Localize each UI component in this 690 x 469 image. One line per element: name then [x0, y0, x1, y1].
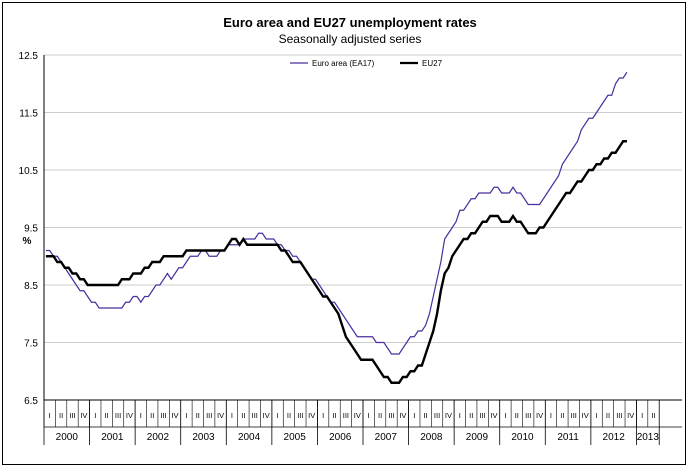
x-tick-label-quarter: I: [185, 411, 187, 420]
series-line-eu27: [45, 140, 627, 384]
x-tick-label-quarter: IV: [308, 411, 315, 420]
x-tick-label-quarter: I: [596, 411, 598, 420]
x-tick-label-year: 2000: [56, 432, 79, 443]
x-tick-label-quarter: II: [515, 411, 519, 420]
x-tick-label-year: 2002: [147, 432, 170, 443]
x-tick-label-year: 2006: [329, 432, 352, 443]
x-tick-label-quarter: III: [252, 411, 258, 420]
y-tick-label: 9.5: [24, 224, 38, 235]
chart-frame: [2, 2, 686, 465]
x-tick-label-quarter: I: [550, 411, 552, 420]
y-tick-label: 12.5: [19, 51, 39, 62]
x-tick-label-quarter: IV: [490, 411, 497, 420]
x-tick-label-quarter: III: [525, 411, 531, 420]
x-tick-label-quarter: IV: [80, 411, 87, 420]
x-tick-label-quarter: III: [206, 411, 212, 420]
x-axis: I II III IV I II III IV I II III IV I II III IV I II III IV…: [43, 399, 682, 445]
x-tick-label-quarter: II: [241, 411, 245, 420]
x-tick-label-quarter: I: [368, 411, 370, 420]
x-tick-label-quarter: III: [616, 411, 622, 420]
x-tick-label-quarter: I: [94, 411, 96, 420]
x-tick-label-year: 2011: [557, 432, 579, 443]
y-tick-label: 11.5: [19, 109, 38, 120]
x-tick-label-year: 2005: [284, 432, 307, 443]
x-tick-label-quarter: III: [297, 411, 303, 420]
x-tick-label-quarter: I: [277, 411, 279, 420]
x-tick-label-quarter: II: [378, 411, 382, 420]
gridlines: [43, 54, 682, 401]
x-tick-label-quarter: IV: [445, 411, 452, 420]
x-tick-label-quarter: III: [388, 411, 394, 420]
x-tick-label-quarter: I: [459, 411, 461, 420]
x-tick-label-quarter: I: [140, 411, 142, 420]
legend-label-ea17: Euro area (EA17): [312, 59, 375, 68]
y-axis-ticks: 12.5 11.5 10.5 9.5 8.5 7.5 6.5: [19, 51, 39, 407]
x-tick-label-quarter: I: [49, 411, 51, 420]
x-tick-label-quarter: IV: [536, 411, 543, 420]
x-tick-label-quarter: II: [651, 411, 655, 420]
x-tick-label-quarter: III: [160, 411, 166, 420]
x-tick-label-quarter: II: [59, 411, 63, 420]
x-tick-label-quarter: II: [606, 411, 610, 420]
x-tick-label-quarter: III: [479, 411, 485, 420]
x-tick-label-quarter: I: [322, 411, 324, 420]
x-tick-label-quarter: I: [504, 411, 506, 420]
y-unit-label: %: [23, 236, 32, 247]
x-tick-label-quarter: II: [424, 411, 428, 420]
x-tick-label-quarter: IV: [217, 411, 224, 420]
x-tick-label-quarter: IV: [263, 411, 270, 420]
legend: Euro area (EA17) EU27: [290, 59, 443, 68]
x-tick-label-year: 2007: [375, 432, 398, 443]
y-tick-label: 8.5: [24, 281, 38, 292]
x-tick-label-year: 2012: [603, 432, 626, 443]
legend-label-eu27: EU27: [422, 59, 443, 68]
x-tick-label-quarter: I: [231, 411, 233, 420]
x-tick-label-year: 2003: [192, 432, 215, 443]
series-lines: [45, 71, 628, 384]
x-tick-label-quarter: IV: [171, 411, 178, 420]
x-tick-label-quarter: III: [434, 411, 440, 420]
x-tick-label-quarter: II: [332, 411, 336, 420]
x-tick-label-quarter: IV: [354, 411, 361, 420]
x-tick-label-quarter: IV: [582, 411, 589, 420]
x-tick-label-year: 2001: [101, 432, 124, 443]
x-tick-label-quarter: II: [105, 411, 109, 420]
chart-subtitle: Seasonally adjusted series: [279, 32, 422, 46]
chart-title: Euro area and EU27 unemployment rates: [223, 15, 477, 30]
y-tick-label: 10.5: [19, 166, 39, 177]
x-tick-label-quarter: III: [115, 411, 121, 420]
x-tick-label-quarter: I: [413, 411, 415, 420]
series-line-ea17: [45, 71, 628, 355]
x-tick-label-quarter: III: [343, 411, 349, 420]
x-tick-label-year: 2010: [511, 432, 534, 443]
x-tick-label-quarter: IV: [126, 411, 133, 420]
x-tick-label-quarter: II: [196, 411, 200, 420]
x-tick-label-quarter: II: [287, 411, 291, 420]
x-tick-label-quarter: IV: [627, 411, 634, 420]
x-tick-label-quarter: III: [571, 411, 577, 420]
x-tick-label-quarter: III: [69, 411, 75, 420]
x-tick-label-quarter: II: [560, 411, 564, 420]
x-tick-label-quarter: IV: [399, 411, 406, 420]
x-tick-label-quarter: II: [150, 411, 154, 420]
x-tick-label-quarter: II: [469, 411, 473, 420]
x-tick-label-year: 2013: [637, 432, 660, 443]
x-tick-label-year: 2004: [238, 432, 261, 443]
y-tick-label: 7.5: [24, 339, 38, 350]
x-tick-label-year: 2008: [420, 432, 443, 443]
x-tick-label-quarter: I: [641, 411, 643, 420]
x-tick-label-year: 2009: [466, 432, 489, 443]
y-tick-label: 6.5: [24, 396, 38, 407]
